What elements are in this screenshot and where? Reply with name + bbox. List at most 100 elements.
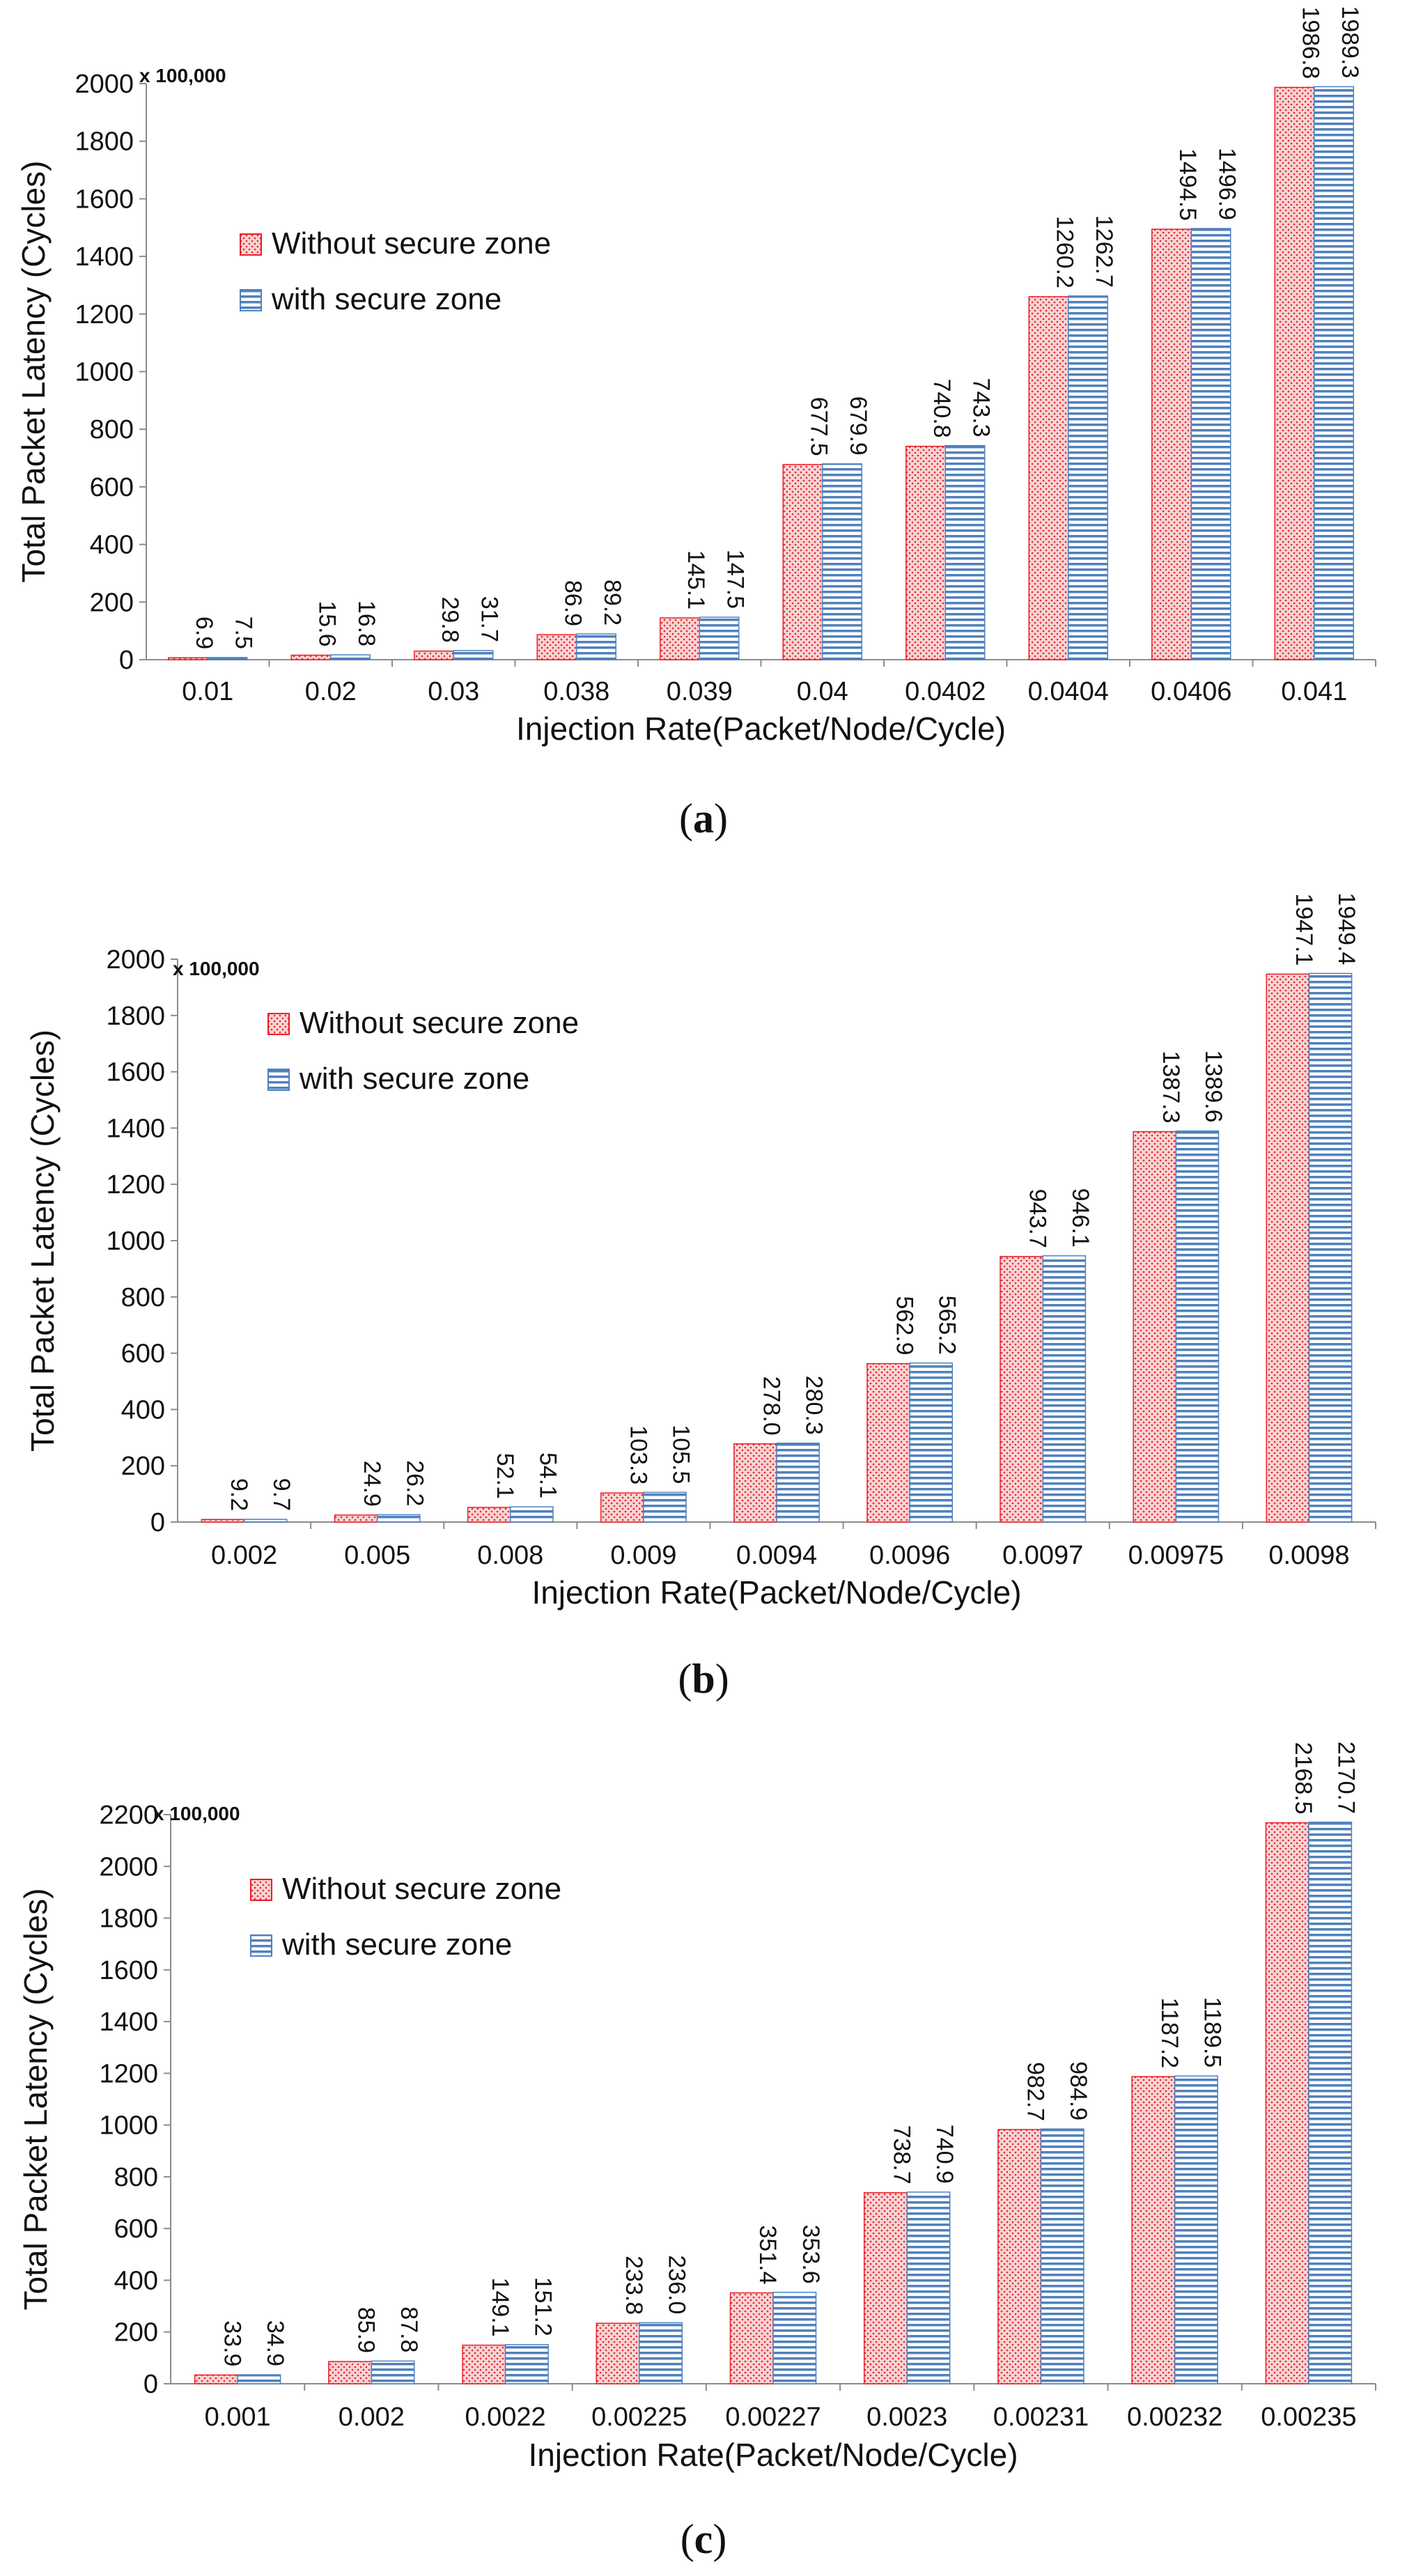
legend-label: Without secure zone xyxy=(300,1006,579,1040)
y-tick-label: 1200 xyxy=(106,1170,165,1200)
bar-without-secure-zone xyxy=(414,650,455,660)
bar-without-secure-zone xyxy=(201,1519,245,1523)
bar-with-secure-zone xyxy=(330,654,371,660)
bar-with-secure-zone xyxy=(576,633,616,660)
bar-with-secure-zone xyxy=(1190,228,1231,660)
data-label: 151.2 xyxy=(529,2277,556,2336)
data-label: 26.2 xyxy=(401,1460,428,1506)
y-tick-label: 2200 xyxy=(99,1801,158,1830)
data-label: 740.9 xyxy=(931,2125,958,2184)
data-label: 1189.5 xyxy=(1199,1997,1225,2067)
bar-with-secure-zone xyxy=(207,657,248,660)
data-label: 145.1 xyxy=(683,550,709,610)
data-label: 278.0 xyxy=(758,1376,784,1436)
bar-with-secure-zone xyxy=(945,444,986,660)
data-label: 87.8 xyxy=(396,2306,422,2352)
data-label: 946.1 xyxy=(1067,1188,1094,1248)
data-label: 562.9 xyxy=(892,1296,918,1355)
x-tick-label: 0.001 xyxy=(205,2403,271,2432)
y-tick-label: 0 xyxy=(150,1508,165,1537)
axis-multiplier: x 100,000 xyxy=(173,958,260,979)
y-tick-label: 400 xyxy=(121,1395,165,1425)
data-label: 85.9 xyxy=(353,2307,380,2353)
x-tick-label: 0.005 xyxy=(344,1541,410,1570)
y-tick-label: 1000 xyxy=(75,358,134,387)
data-label: 1496.9 xyxy=(1213,148,1240,220)
y-tick-label: 600 xyxy=(121,1340,165,1369)
x-tick-label: 0.041 xyxy=(1281,677,1347,706)
data-label: 738.7 xyxy=(888,2125,915,2185)
bar-without-secure-zone xyxy=(997,2129,1042,2384)
data-label: 280.3 xyxy=(801,1376,827,1435)
bar-without-secure-zone xyxy=(1274,86,1315,660)
x-tick-label: 0.0098 xyxy=(1268,1541,1349,1570)
x-tick-label: 0.038 xyxy=(543,677,609,706)
y-tick-label: 1800 xyxy=(75,127,134,157)
data-label: 677.5 xyxy=(806,397,832,456)
data-label: 15.6 xyxy=(314,600,341,646)
x-axis-title: Injection Rate(Packet/Node/Cycle) xyxy=(528,2437,1018,2473)
x-tick-label: 0.0097 xyxy=(1002,1541,1083,1570)
x-tick-label: 0.04 xyxy=(797,677,848,706)
x-tick-label: 0.00225 xyxy=(591,2403,687,2432)
y-tick-label: 2000 xyxy=(75,70,134,99)
data-label: 86.9 xyxy=(560,580,586,626)
bar-with-secure-zone xyxy=(776,1443,820,1523)
bar-with-secure-zone xyxy=(1068,295,1108,660)
y-tick-label: 0 xyxy=(119,646,134,675)
legend-swatch-with xyxy=(250,1934,272,1957)
x-tick-label: 0.0402 xyxy=(905,677,986,706)
bar-with-secure-zone xyxy=(822,463,862,660)
bar-without-secure-zone xyxy=(1266,973,1310,1523)
bar-with-secure-zone xyxy=(1175,1130,1220,1523)
x-tick-label: 0.0404 xyxy=(1028,677,1109,706)
data-label: 6.9 xyxy=(191,616,217,649)
bar-with-secure-zone xyxy=(371,2360,415,2384)
x-tick-label: 0.039 xyxy=(667,677,733,706)
bar-without-secure-zone xyxy=(1028,296,1069,660)
bar-without-secure-zone xyxy=(866,1363,910,1523)
data-label: 1187.2 xyxy=(1156,1998,1183,2068)
data-label: 943.7 xyxy=(1025,1189,1051,1248)
data-label: 7.5 xyxy=(230,616,256,649)
y-tick-label: 1200 xyxy=(75,300,134,329)
y-tick-label: 1600 xyxy=(75,185,134,214)
data-label: 9.7 xyxy=(268,1478,295,1511)
data-label: 984.9 xyxy=(1065,2061,1091,2120)
data-label: 351.4 xyxy=(754,2225,781,2284)
data-label: 1949.4 xyxy=(1333,892,1360,965)
y-tick-label: 1000 xyxy=(106,1227,165,1256)
bar-with-secure-zone xyxy=(453,650,494,660)
bar-with-secure-zone xyxy=(1314,86,1354,660)
x-tick-label: 0.00232 xyxy=(1127,2403,1222,2432)
data-label: 16.8 xyxy=(353,600,380,646)
bar-without-secure-zone xyxy=(462,2344,506,2384)
bar-without-secure-zone xyxy=(729,2292,774,2384)
axis-multiplier: x 100,000 xyxy=(153,1803,240,1824)
y-tick-label: 1400 xyxy=(75,242,134,272)
y-tick-label: 2000 xyxy=(99,1852,158,1881)
bar-without-secure-zone xyxy=(328,2361,373,2384)
y-axis-title: Total Packet Latency (Cycles) xyxy=(15,161,52,583)
bar-without-secure-zone xyxy=(863,2191,908,2384)
data-label: 105.5 xyxy=(667,1425,694,1484)
y-axis-title: Total Packet Latency (Cycles) xyxy=(17,1888,54,2311)
x-axis-title: Injection Rate(Packet/Node/Cycle) xyxy=(516,711,1006,747)
data-label: 147.5 xyxy=(722,550,748,609)
bar-with-secure-zone xyxy=(504,2344,549,2384)
bar-without-secure-zone xyxy=(1131,2076,1176,2384)
legend-swatch-with xyxy=(267,1069,290,1091)
bar-without-secure-zone xyxy=(290,654,332,660)
y-axis-title: Total Packet Latency (Cycles) xyxy=(24,1030,61,1452)
bar-with-secure-zone xyxy=(1042,1255,1087,1523)
data-label: 103.3 xyxy=(625,1425,651,1484)
legend: Without secure zone with secure zone xyxy=(240,226,551,316)
x-tick-label: 0.008 xyxy=(477,1541,543,1570)
bar-without-secure-zone xyxy=(1133,1131,1177,1523)
data-label: 1494.5 xyxy=(1174,148,1201,221)
y-tick-label: 200 xyxy=(114,2318,158,2348)
legend-label: Without secure zone xyxy=(272,226,551,261)
y-tick-label: 1400 xyxy=(106,1114,165,1143)
bar-without-secure-zone xyxy=(1000,1255,1043,1523)
x-tick-label: 0.03 xyxy=(428,677,479,706)
